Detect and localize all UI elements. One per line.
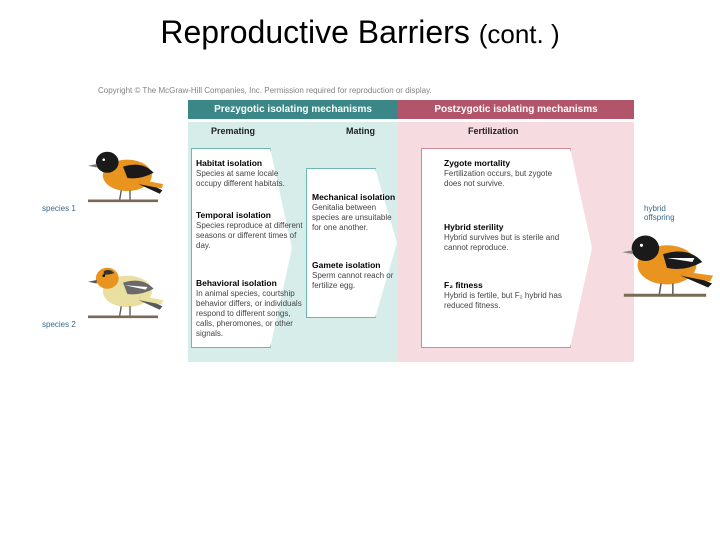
- page-title: Reproductive Barriers (cont. ): [0, 0, 720, 51]
- mechanism-text: Species at same locale occupy different …: [196, 169, 285, 188]
- title-main: Reproductive Barriers: [160, 14, 478, 50]
- mechanism-title: Habitat isolation: [196, 158, 304, 169]
- mechanism-title: Hybrid sterility: [444, 222, 564, 233]
- mechanism-title: Behavioral isolation: [196, 278, 304, 289]
- mechanism-text: Hybrid is fertile, but F₂ hybrid has red…: [444, 291, 562, 310]
- mechanism-title: F₂ fitness: [444, 280, 564, 291]
- copyright-text: Copyright © The McGraw-Hill Companies, I…: [98, 86, 432, 95]
- bird-species-2-icon: [78, 252, 168, 322]
- mechanism-sterility: Hybrid sterility Hybrid survives but is …: [444, 222, 564, 253]
- diagram-container: Prezygotic isolating mechanisms Postzygo…: [36, 100, 696, 390]
- mechanism-title: Zygote mortality: [444, 158, 564, 169]
- mechanism-text: In animal species, courtship behavior di…: [196, 289, 302, 338]
- mechanism-habitat: Habitat isolation Species at same locale…: [196, 158, 304, 189]
- mechanism-mechanical: Mechanical isolation Genitalia between s…: [312, 192, 400, 233]
- mechanism-text: Hybrid survives but is sterile and canno…: [444, 233, 559, 252]
- species-2-label: species 2: [42, 320, 76, 329]
- mechanism-zygote: Zygote mortality Fertilization occurs, b…: [444, 158, 564, 189]
- mechanism-text: Fertilization occurs, but zygote does no…: [444, 169, 552, 188]
- mechanism-title: Temporal isolation: [196, 210, 304, 221]
- mechanism-temporal: Temporal isolation Species reproduce at …: [196, 210, 304, 251]
- mechanism-text: Species reproduce at different seasons o…: [196, 221, 303, 250]
- header-prezygotic: Prezygotic isolating mechanisms: [188, 100, 398, 119]
- bird-hybrid-icon: [616, 220, 714, 300]
- mechanism-f2: F₂ fitness Hybrid is fertile, but F₂ hyb…: [444, 280, 564, 311]
- header-postzygotic: Postzygotic isolating mechanisms: [398, 100, 634, 119]
- mechanism-title: Mechanical isolation: [312, 192, 400, 203]
- title-sub: (cont. ): [479, 19, 560, 49]
- subhead-mating: Mating: [346, 126, 375, 136]
- species-1-label: species 1: [42, 204, 76, 213]
- bird-species-1-icon: [78, 136, 168, 206]
- arrow-mating: [306, 168, 376, 318]
- subhead-fertilization: Fertilization: [468, 126, 519, 136]
- mechanism-title: Gamete isolation: [312, 260, 400, 271]
- mechanism-text: Genitalia between species are unsuitable…: [312, 203, 392, 232]
- mechanism-gamete: Gamete isolation Sperm cannot reach or f…: [312, 260, 400, 291]
- mechanism-text: Sperm cannot reach or fertilize egg.: [312, 271, 393, 290]
- subhead-premating: Premating: [211, 126, 255, 136]
- mechanism-behavioral: Behavioral isolation In animal species, …: [196, 278, 304, 339]
